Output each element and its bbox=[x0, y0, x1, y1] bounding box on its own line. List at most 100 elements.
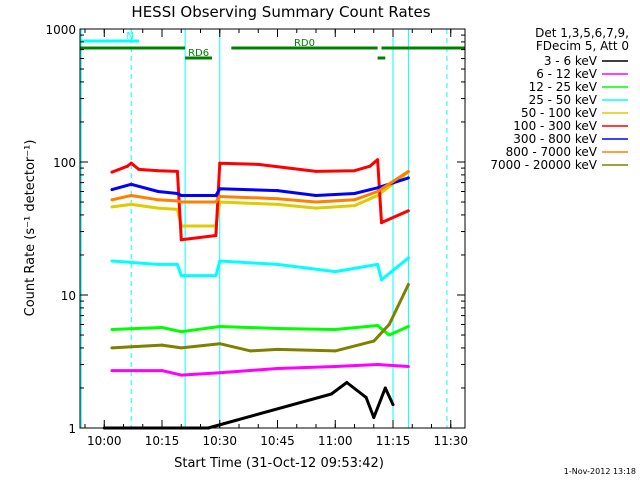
data-point bbox=[218, 371, 222, 375]
data-point bbox=[110, 170, 114, 174]
data-point bbox=[214, 234, 218, 238]
data-point bbox=[276, 197, 280, 201]
data-point bbox=[406, 176, 410, 180]
annotation-label-rd6: RD6 bbox=[188, 48, 209, 59]
x-tick-label: 10:00 bbox=[87, 434, 122, 448]
data-point bbox=[406, 169, 410, 173]
data-point bbox=[156, 262, 160, 266]
x-axis-label: Start Time (31-Oct-12 09:53:42) bbox=[174, 456, 384, 471]
data-point bbox=[179, 373, 183, 377]
data-point bbox=[376, 262, 380, 266]
data-point bbox=[179, 238, 183, 242]
data-point bbox=[368, 164, 372, 168]
data-point bbox=[125, 164, 129, 168]
data-point bbox=[276, 262, 280, 266]
data-point bbox=[110, 328, 114, 332]
data-point bbox=[160, 369, 164, 373]
data-point bbox=[156, 198, 160, 202]
data-point bbox=[314, 169, 318, 173]
data-point bbox=[110, 346, 114, 350]
data-point bbox=[214, 200, 218, 204]
plot-frame bbox=[79, 28, 466, 429]
data-point bbox=[179, 274, 183, 278]
y-tick-label: 10 bbox=[61, 289, 76, 303]
data-point bbox=[249, 349, 253, 353]
series-line-7 bbox=[111, 170, 410, 204]
data-point bbox=[387, 333, 391, 337]
data-point bbox=[333, 270, 337, 274]
data-point bbox=[406, 365, 410, 369]
data-point bbox=[376, 158, 380, 162]
series-line-6 bbox=[111, 176, 409, 197]
data-point bbox=[175, 169, 179, 173]
data-point bbox=[276, 347, 280, 351]
data-point bbox=[179, 346, 183, 350]
series-line-0 bbox=[104, 381, 395, 430]
legend-label: 800 - 7000 keV bbox=[506, 145, 598, 159]
y-axis-label: Count Rate (s⁻¹ detector⁻¹) bbox=[23, 140, 38, 317]
legend-label: 3 - 6 keV bbox=[544, 54, 598, 68]
data-point bbox=[364, 395, 368, 399]
data-point bbox=[218, 187, 222, 191]
data-point bbox=[218, 195, 222, 199]
data-point bbox=[376, 186, 380, 190]
y-tick-label: 1 bbox=[68, 422, 76, 436]
x-tick-label: 10:30 bbox=[202, 434, 237, 448]
data-point bbox=[179, 193, 183, 197]
data-point bbox=[379, 221, 383, 225]
data-point bbox=[214, 193, 218, 197]
data-point bbox=[256, 162, 260, 166]
data-point bbox=[333, 349, 337, 353]
data-point bbox=[218, 342, 222, 346]
data-point bbox=[333, 328, 337, 332]
chart-title: HESSI Observing Summary Count Rates bbox=[131, 3, 430, 21]
data-point bbox=[383, 386, 387, 390]
data-point bbox=[175, 199, 179, 203]
data-point bbox=[345, 380, 349, 384]
data-point bbox=[156, 206, 160, 210]
x-tick-label: 10:15 bbox=[145, 434, 180, 448]
legend-label: 50 - 100 keV bbox=[521, 106, 598, 120]
data-point bbox=[110, 198, 114, 202]
data-point bbox=[218, 324, 222, 328]
legend-label: 25 - 50 keV bbox=[529, 93, 598, 107]
y-tick-label: 1000 bbox=[45, 23, 76, 37]
annotation-label-rd0: RD0 bbox=[294, 38, 315, 49]
x-tick-label: 10:45 bbox=[260, 434, 295, 448]
footer-date: 1-Nov-2012 13:18 bbox=[564, 467, 636, 476]
data-point bbox=[372, 339, 376, 343]
data-point bbox=[110, 205, 114, 209]
data-point bbox=[276, 326, 280, 330]
x-tick-label: 11:15 bbox=[376, 434, 411, 448]
legend-header-line-2: FDecim 5, Att 0 bbox=[536, 39, 629, 53]
annotation-label-n: N bbox=[126, 31, 133, 42]
data-point bbox=[406, 324, 410, 328]
series-line-8 bbox=[111, 283, 410, 353]
data-point bbox=[353, 204, 357, 208]
data-point bbox=[110, 259, 114, 263]
data-point bbox=[353, 169, 357, 173]
data-point bbox=[376, 323, 380, 327]
data-point bbox=[129, 202, 133, 206]
data-point bbox=[137, 167, 141, 171]
y-tick-label: 100 bbox=[53, 156, 76, 170]
x-tick-label: 11:30 bbox=[433, 434, 468, 448]
data-point bbox=[175, 191, 179, 195]
legend-label: 12 - 25 keV bbox=[529, 80, 598, 94]
data-point bbox=[276, 367, 280, 371]
data-point bbox=[379, 278, 383, 282]
data-point bbox=[391, 403, 395, 407]
data-point bbox=[376, 190, 380, 194]
data-point bbox=[333, 365, 337, 369]
data-point bbox=[160, 325, 164, 329]
data-point bbox=[276, 189, 280, 193]
legend-label: 300 - 800 keV bbox=[513, 132, 597, 146]
data-point bbox=[406, 209, 410, 213]
legend-header-line-1: Det 1,3,5,6,7,9, bbox=[535, 26, 629, 40]
data-point bbox=[179, 200, 183, 204]
data-point bbox=[129, 161, 133, 165]
series-line-1 bbox=[112, 363, 409, 377]
data-point bbox=[372, 415, 376, 419]
data-point bbox=[406, 256, 410, 260]
legend-label: 100 - 300 keV bbox=[513, 119, 597, 133]
